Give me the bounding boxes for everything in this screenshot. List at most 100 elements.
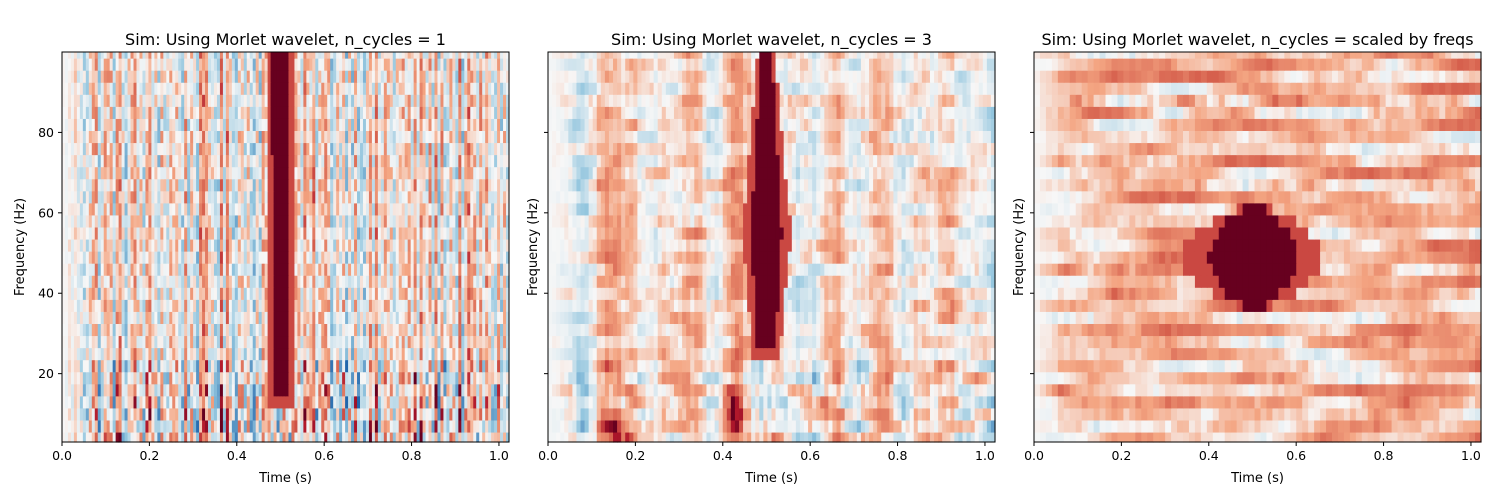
heatmap-cell [94, 419, 99, 433]
heatmap-cell [282, 431, 287, 443]
heatmap-cell [267, 251, 272, 264]
heatmap-cell [193, 323, 197, 337]
heatmap-cell [73, 238, 78, 252]
heatmap-cell [216, 395, 221, 409]
heatmap-cell [249, 395, 254, 409]
heatmap-cell [425, 335, 430, 349]
heatmap-cell [70, 431, 75, 443]
heatmap-cell [488, 323, 492, 337]
heatmap-cell [330, 311, 334, 324]
subplot-n-cycles-3: 0.0 0.2 0.4 0.6 0.8 1.0 Sim: Using Morlet wav… [526, 30, 996, 486]
heatmap-cell [228, 251, 233, 264]
heatmap-cell [169, 251, 173, 264]
heatmap-cell [500, 383, 504, 397]
heatmap-cell [374, 371, 379, 385]
heatmap-cell [419, 407, 424, 421]
heatmap-cell [175, 202, 179, 216]
heatmap-cell [288, 214, 293, 228]
heatmap-cell [261, 359, 266, 373]
heatmap-cell [264, 263, 269, 276]
heatmap-cell [449, 407, 453, 421]
heatmap-cell [169, 214, 173, 228]
heatmap-cell [106, 311, 111, 324]
heatmap-cell [351, 226, 355, 240]
heatmap-cell [434, 431, 439, 443]
heatmap-cell [330, 371, 334, 385]
heatmap-cell [115, 323, 120, 337]
heatmap-cell [166, 238, 170, 252]
heatmap-cell [485, 335, 489, 349]
heatmap-cell [213, 311, 218, 324]
heatmap-cell [368, 383, 373, 397]
heatmap-cell [503, 311, 507, 324]
heatmap-cell [357, 431, 361, 443]
heatmap-cell [160, 251, 164, 264]
heatmap-cell [240, 347, 245, 361]
heatmap-cell [297, 371, 301, 385]
heatmap-cell [398, 395, 403, 409]
heatmap-cell [199, 359, 203, 373]
heatmap-cell [327, 407, 331, 421]
heatmap-cell [166, 226, 170, 240]
heatmap-cell [249, 431, 254, 443]
heatmap-cell [455, 275, 459, 288]
heatmap-cell [91, 395, 96, 409]
heatmap-cell [193, 431, 197, 443]
heatmap-cell [333, 407, 337, 421]
heatmap-cell [181, 311, 185, 324]
heatmap-cell [261, 383, 266, 397]
heatmap-cell [282, 238, 287, 252]
heatmap-cell [431, 287, 436, 300]
heatmap-cell [246, 323, 251, 337]
heatmap-cell [371, 359, 376, 373]
heatmap-cell [288, 226, 293, 240]
heatmap-cell [136, 238, 141, 252]
heatmap-cell [270, 263, 275, 276]
heatmap-cell [360, 419, 364, 433]
heatmap-cell [145, 226, 150, 240]
heatmap-cell [82, 251, 87, 264]
heatmap-cell [237, 371, 242, 385]
heatmap-cell [228, 407, 233, 421]
heatmap-cell [243, 214, 248, 228]
heatmap-cell [470, 311, 474, 324]
heatmap-cell [500, 347, 504, 361]
heatmap-cell [362, 407, 367, 421]
heatmap-cell [258, 359, 263, 373]
heatmap-cell [228, 311, 233, 324]
heatmap-cell [339, 419, 343, 433]
heatmap-cell [506, 287, 510, 300]
heatmap-cell [187, 323, 191, 337]
heatmap-cell [437, 359, 442, 373]
heatmap-cell [416, 299, 421, 312]
heatmap-cell [309, 299, 313, 312]
heatmap-cell [62, 263, 66, 276]
heatmap-cell [365, 407, 370, 421]
heatmap-cell [380, 311, 385, 324]
heatmap-cell [428, 407, 433, 421]
heatmap-cell [222, 275, 227, 288]
heatmap-cell [169, 371, 173, 385]
heatmap-cell [240, 359, 245, 373]
heatmap-cell [588, 431, 594, 443]
heatmap-cell [377, 383, 382, 397]
heatmap-cell [395, 238, 400, 252]
heatmap-cell [100, 214, 105, 228]
heatmap-cell [267, 419, 272, 433]
heatmap-cell [97, 395, 102, 409]
heatmap-cell [225, 275, 230, 288]
heatmap-cell [109, 251, 114, 264]
heatmap-cell [166, 419, 170, 433]
heatmap-cell [476, 419, 480, 433]
heatmap-cell [568, 431, 573, 443]
heatmap-cell [371, 383, 376, 397]
heatmap-cell [67, 431, 72, 443]
heatmap-cell [354, 383, 358, 397]
heatmap-cell [193, 287, 197, 300]
heatmap-cell [163, 311, 167, 324]
heatmap-cell [187, 407, 191, 421]
heatmap-cell [473, 347, 477, 361]
heatmap-cell [94, 214, 99, 228]
heatmap-cell [398, 275, 403, 288]
heatmap-cell [199, 251, 203, 264]
